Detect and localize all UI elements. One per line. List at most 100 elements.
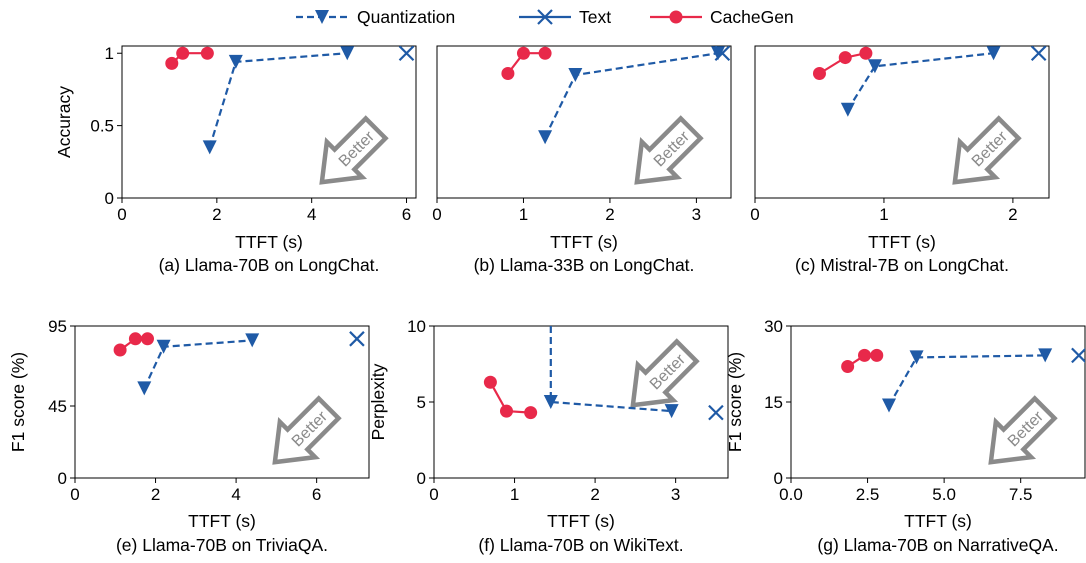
x-tick-label: 2	[605, 205, 614, 224]
text-point	[1072, 348, 1086, 362]
quantization-point	[203, 140, 217, 154]
better-arrow: Better	[257, 391, 346, 480]
cachegen-point	[813, 67, 826, 80]
axis-ticks: 0 1 2 3	[432, 198, 701, 224]
quantization-line	[545, 53, 718, 137]
quantization-line	[889, 355, 1045, 405]
cachegen-point	[201, 47, 214, 60]
panel-caption: (g) Llama-70B on NarrativeQA.	[817, 535, 1058, 555]
legend-item-text: Text	[519, 7, 611, 27]
x-tick-label: 0	[117, 205, 126, 224]
x-tick-label: 4	[307, 205, 316, 224]
series-group	[813, 46, 1046, 116]
panel-caption: (b) Llama-33B on LongChat.	[474, 255, 695, 275]
text-point	[709, 406, 723, 420]
legend-item-cachegen: CacheGen	[650, 7, 794, 27]
panel-caption: (f) Llama-70B on WikiText.	[478, 535, 683, 555]
legend-cachegen-label: CacheGen	[710, 7, 794, 27]
quantization-point	[882, 399, 896, 413]
x-tick-label: 4	[231, 485, 240, 504]
x-axis-label: TTFT (s)	[868, 232, 936, 252]
panel-caption: (e) Llama-70B on TriviaQA.	[116, 535, 328, 555]
panel-c: 0 1 2 Better TTFT (s) (c) Mistral-7B on Lo…	[750, 46, 1049, 275]
better-arrow: Better	[304, 111, 393, 200]
axis-ticks: 0 1 2 3 0 5 10	[407, 317, 680, 504]
x-tick-label: 0	[70, 485, 79, 504]
cachegen-point	[129, 332, 142, 345]
x-axis-label: TTFT (s)	[550, 232, 618, 252]
better-arrow: Better	[615, 334, 704, 423]
y-tick-label: 30	[764, 317, 783, 336]
cachegen-point	[841, 360, 854, 373]
cachegen-point	[870, 349, 883, 362]
series-group	[114, 332, 364, 396]
panel-e: 0 2 4 6 0 45 95 Better TTFT (s) F1 score (%) (…	[8, 317, 369, 555]
series-group	[841, 348, 1086, 412]
axis-ticks: 0.0 2.5 5.0 7.5 0 15 30	[764, 317, 1032, 504]
cachegen-point	[165, 57, 178, 70]
panel-caption: (c) Mistral-7B on LongChat.	[795, 255, 1009, 275]
text-point	[1032, 46, 1046, 60]
cachegen-point	[176, 47, 189, 60]
legend-quantization-label: Quantization	[357, 7, 455, 27]
x-tick-label: 3	[692, 205, 701, 224]
cachegen-point	[839, 51, 852, 64]
quantization-point	[340, 46, 354, 60]
quantization-point	[841, 103, 855, 117]
x-tick-label: 2	[151, 485, 160, 504]
quantization-point	[538, 130, 552, 144]
quantization-point	[568, 68, 582, 82]
cachegen-point	[141, 332, 154, 345]
cachegen-point	[114, 344, 127, 357]
y-tick-label: 1	[105, 44, 114, 63]
cachegen-point	[859, 47, 872, 60]
x-tick-label: 0	[750, 205, 759, 224]
quantization-point	[245, 333, 259, 347]
y-axis-label: Perplexity	[368, 363, 388, 440]
x-tick-label: 2	[590, 485, 599, 504]
x-tick-label: 6	[402, 205, 411, 224]
y-tick-label: 5	[417, 393, 426, 412]
x-tick-label: 0	[432, 205, 441, 224]
series-group	[501, 46, 729, 144]
panel-f: 0 1 2 3 0 5 10 Better TTFT (s) Perplexity (f) …	[368, 317, 728, 555]
axis-ticks: 0 1 2	[750, 198, 1017, 224]
x-axis-label: TTFT (s)	[547, 511, 615, 531]
panel-a: 0 2 4 6 0 0.5 1 Better TTFT (s) Accuracy (a) L…	[54, 44, 416, 275]
quantization-line	[210, 53, 348, 147]
x-axis-label: TTFT (s)	[904, 511, 972, 531]
y-tick-label: 0	[58, 469, 67, 488]
x-tick-label: 1	[879, 205, 888, 224]
x-tick-label: 2	[212, 205, 221, 224]
cachegen-point	[484, 376, 497, 389]
y-tick-label: 0	[417, 469, 426, 488]
x-tick-label: 1	[510, 485, 519, 504]
text-point	[350, 332, 364, 346]
legend-text-label: Text	[579, 7, 611, 27]
better-arrow: Better	[619, 111, 708, 200]
panel-b: 0 1 2 3 Better TTFT (s) (b) Llama-33B on Lo…	[432, 46, 731, 275]
x-tick-label: 1	[519, 205, 528, 224]
cachegen-point	[539, 47, 552, 60]
y-tick-label: 0	[774, 469, 783, 488]
better-arrow: Better	[937, 111, 1026, 200]
cachegen-point	[501, 67, 514, 80]
y-tick-label: 0.5	[90, 117, 114, 136]
y-tick-label: 95	[48, 317, 67, 336]
x-tick-label: 2.5	[856, 485, 880, 504]
quantization-point	[137, 381, 151, 395]
circle-marker-icon	[670, 11, 683, 24]
y-tick-label: 45	[48, 397, 67, 416]
legend-item-quantization: Quantization	[296, 7, 455, 27]
x-tick-label: 7.5	[1009, 485, 1033, 504]
quantization-line	[144, 340, 252, 388]
y-axis-label: Accuracy	[54, 86, 74, 158]
x-tick-label: 0	[429, 485, 438, 504]
triangle-down-icon	[315, 10, 329, 24]
x-tick-label: 5.0	[932, 485, 956, 504]
cachegen-point	[524, 406, 537, 419]
x-tick-label: 2	[1008, 205, 1017, 224]
text-point	[400, 46, 414, 60]
panel-caption: (a) Llama-70B on LongChat.	[159, 255, 380, 275]
